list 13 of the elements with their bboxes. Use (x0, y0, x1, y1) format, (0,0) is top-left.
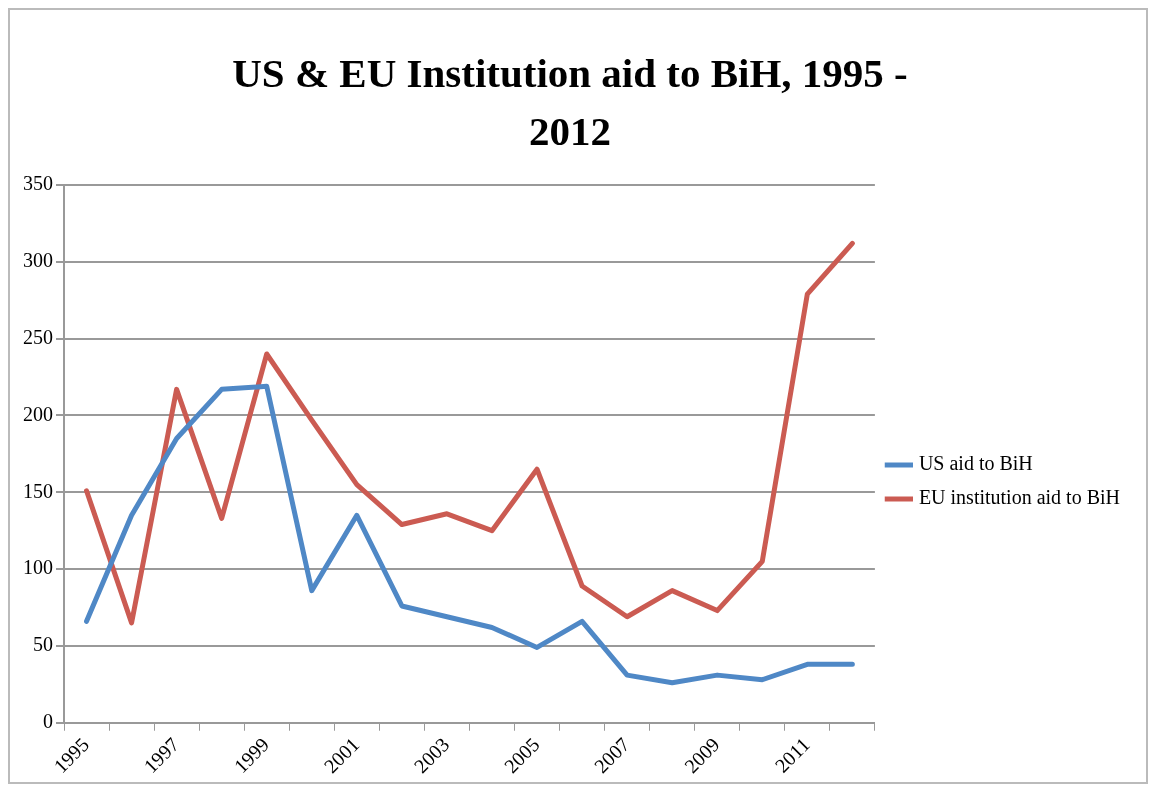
y-tick-label: 100 (23, 556, 53, 579)
x-tick-label: 2011 (770, 733, 814, 777)
legend-label: EU institution aid to BiH (918, 486, 1121, 509)
legend-label: US aid to BiH (918, 452, 1033, 475)
y-tick-label: 50 (33, 633, 53, 656)
y-tick-label: 0 (43, 710, 53, 732)
y-tick-label: 300 (23, 249, 53, 272)
y-tick-label: 350 (23, 172, 53, 195)
chart-title: US & EU Institution aid to BiH, 1995 - 2012 (231, 49, 909, 156)
x-tick-label: 1999 (229, 733, 274, 778)
y-tick-label: 200 (23, 402, 53, 425)
y-tick-label: 150 (23, 479, 53, 502)
y-tick-label: 250 (23, 325, 53, 348)
